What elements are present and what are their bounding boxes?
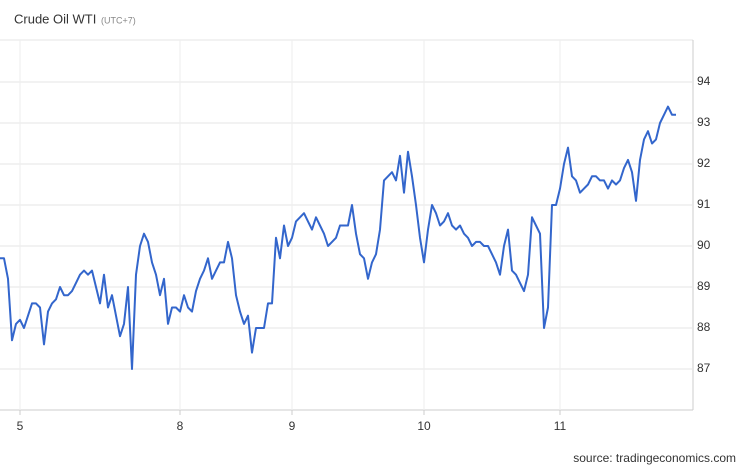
source: source: tradingeconomics.com [573, 451, 736, 465]
x-tick-label: 8 [177, 419, 184, 433]
y-tick-label: 91 [697, 197, 711, 211]
x-tick-label: 11 [554, 419, 567, 433]
x-tick-label: 9 [289, 419, 296, 433]
chart-subtitle: (UTC+7) [101, 15, 136, 25]
x-tick-label: 5 [17, 419, 24, 433]
y-tick-label: 87 [697, 361, 711, 375]
line-series [0, 105, 676, 370]
y-tick-label: 89 [697, 279, 711, 293]
chart-title: Crude Oil WTI [14, 11, 96, 26]
y-tick-label: 90 [697, 238, 711, 252]
y-tick-label: 88 [697, 320, 711, 334]
y-tick-label: 92 [697, 156, 711, 170]
y-tick-label: 93 [697, 115, 711, 129]
y-tick-label: 94 [697, 74, 711, 88]
x-tick-label: 10 [417, 419, 431, 433]
